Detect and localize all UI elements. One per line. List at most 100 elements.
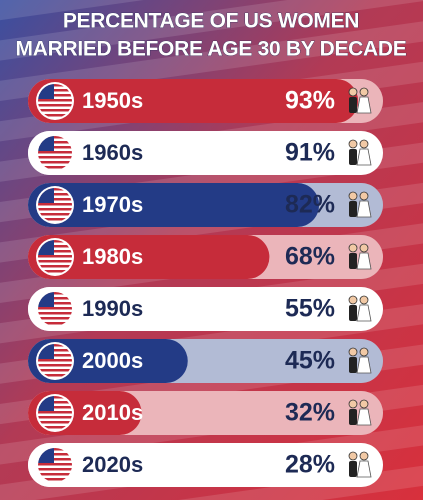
flag-stripe	[38, 250, 72, 253]
flag-stripe	[38, 260, 72, 263]
groom-head	[348, 295, 358, 305]
groom-body	[349, 253, 357, 269]
category-label: 1990s	[82, 296, 143, 321]
category-label: 1980s	[82, 244, 143, 269]
flag-stripe	[38, 151, 72, 154]
flag-stripe	[38, 245, 72, 248]
groom-body	[349, 305, 357, 321]
groom-body	[349, 409, 357, 425]
flag-stripe	[38, 406, 72, 409]
flag-stripe	[38, 188, 72, 191]
flag-stripe	[38, 307, 72, 310]
groom-head	[348, 347, 358, 357]
groom-head	[348, 451, 358, 461]
flag-stripe	[38, 463, 72, 466]
flag-stripe	[38, 270, 72, 273]
bride-head	[359, 139, 369, 149]
flag-stripe	[38, 208, 72, 211]
value-label: 82%	[285, 191, 335, 219]
value-label: 55%	[285, 295, 335, 323]
value-label: 93%	[285, 87, 335, 115]
flag-icon	[36, 446, 74, 484]
groom-head	[348, 399, 358, 409]
flag-stripe	[38, 265, 72, 268]
flag-icon	[36, 394, 74, 432]
couple-icon	[348, 295, 372, 322]
bar	[28, 183, 320, 227]
flag-stripe	[38, 322, 72, 325]
value-label: 32%	[285, 399, 335, 427]
groom-body	[349, 357, 357, 373]
flag-stripe	[38, 317, 72, 320]
flag-stripe	[38, 198, 72, 201]
category-label: 1970s	[82, 192, 143, 217]
flag-stripe	[38, 292, 72, 295]
bride-dress	[356, 408, 372, 426]
bar	[28, 235, 270, 279]
flag-icon	[36, 238, 74, 276]
category-label: 2020s	[82, 452, 143, 477]
flag-stripe	[38, 344, 72, 347]
flag-icon	[36, 134, 74, 172]
value-label: 45%	[285, 347, 335, 375]
bride-dress	[356, 96, 372, 114]
flag-stripe	[38, 401, 72, 404]
flag-stripe	[38, 141, 72, 144]
flag-stripe	[38, 84, 72, 87]
groom-head	[348, 139, 358, 149]
flag-stripe	[38, 416, 72, 419]
groom-body	[349, 149, 357, 165]
flag-stripe	[38, 213, 72, 216]
value-label: 28%	[285, 451, 335, 479]
chart-title: PERCENTAGE OF US WOMEN	[63, 10, 359, 33]
flag-icon	[36, 82, 74, 120]
flag-stripe	[38, 421, 72, 424]
bride-dress	[356, 252, 372, 270]
couple-icon	[348, 243, 372, 270]
flag-stripe	[38, 255, 72, 258]
flag-icon	[36, 342, 74, 380]
category-label: 2010s	[82, 400, 143, 425]
couple-icon	[348, 87, 372, 114]
flag-stripe	[38, 89, 72, 92]
flag-stripe	[38, 297, 72, 300]
flag-stripe	[38, 369, 72, 372]
flag-stripe	[38, 240, 72, 243]
couple-icon	[348, 347, 372, 374]
flag-stripe	[38, 478, 72, 481]
flag-stripe	[38, 458, 72, 461]
bride-head	[359, 295, 369, 305]
groom-head	[348, 243, 358, 253]
bar	[28, 287, 224, 331]
flag-stripe	[38, 473, 72, 476]
flag-stripe	[38, 136, 72, 139]
flag-stripe	[38, 218, 72, 221]
flag-icon	[36, 290, 74, 328]
bride-dress	[356, 304, 372, 322]
bride-dress	[356, 200, 372, 218]
flag-stripe	[38, 166, 72, 169]
flag-stripe	[38, 99, 72, 102]
bride-head	[359, 87, 369, 97]
couple-icon	[348, 399, 372, 426]
groom-head	[348, 191, 358, 201]
category-label: 2000s	[82, 348, 143, 373]
flag-stripe	[38, 114, 72, 117]
groom-head	[348, 87, 358, 97]
groom-body	[349, 201, 357, 217]
bride-head	[359, 243, 369, 253]
flag-stripe	[38, 203, 72, 206]
category-label: 1950s	[82, 88, 143, 113]
value-label: 91%	[285, 139, 335, 167]
flag-stripe	[38, 426, 72, 429]
flag-icon	[36, 186, 74, 224]
flag-stripe	[38, 156, 72, 159]
flag-stripe	[38, 146, 72, 149]
flag-stripe	[38, 312, 72, 315]
flag-stripe	[38, 104, 72, 107]
flag-stripe	[38, 396, 72, 399]
flag-stripe	[38, 349, 72, 352]
couple-icon	[348, 191, 372, 218]
